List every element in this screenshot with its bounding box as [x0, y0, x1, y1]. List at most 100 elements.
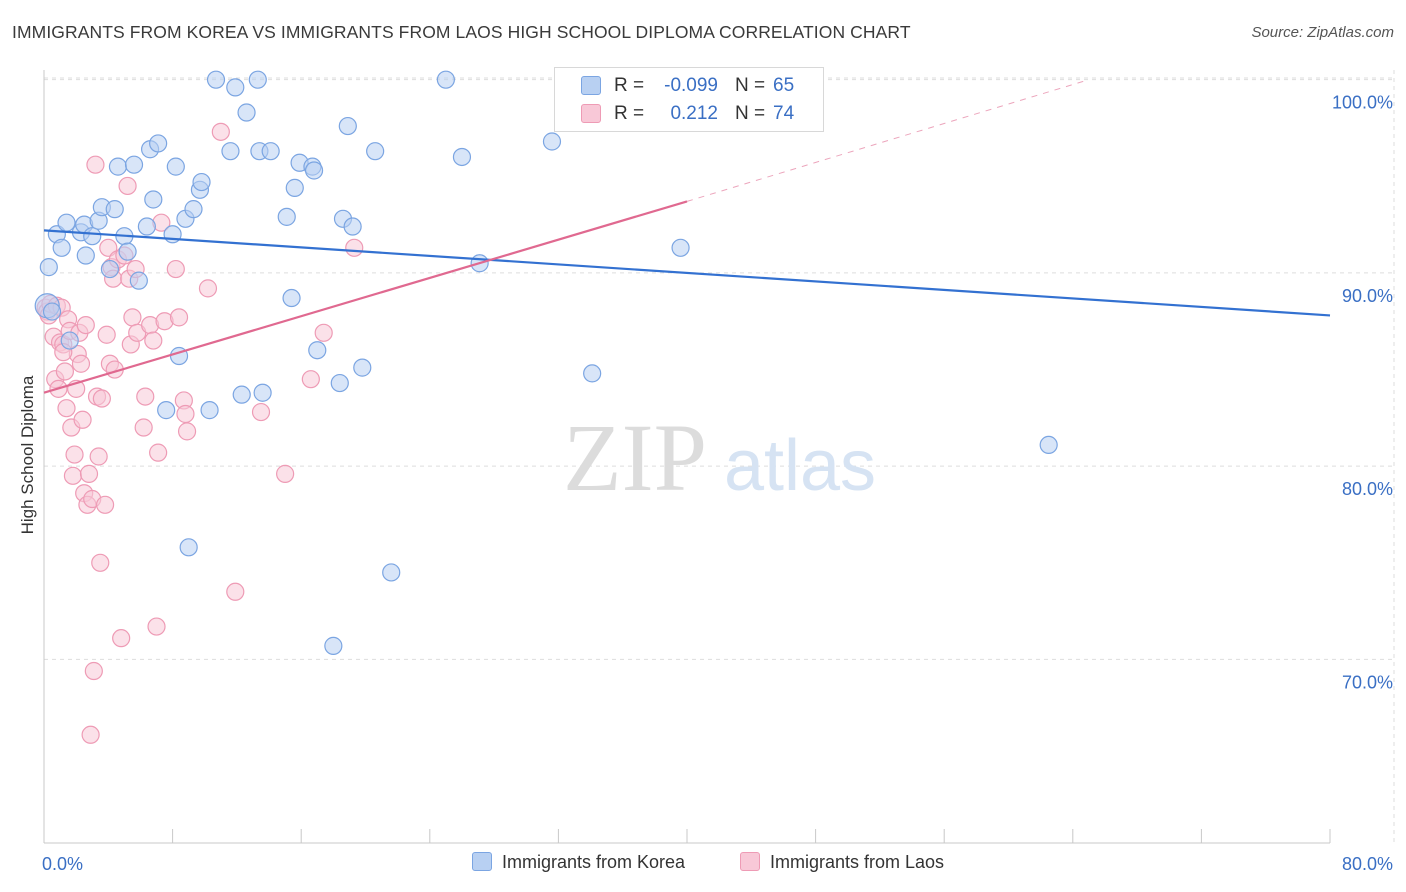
- data-point: [129, 271, 148, 290]
- data-point: [382, 563, 401, 582]
- data-point: [79, 464, 99, 483]
- y-tick-label: 100.0%: [1332, 93, 1393, 113]
- trend-line-korea: [43, 229, 1331, 317]
- data-point: [211, 122, 230, 141]
- y-tick-label: 70.0%: [1342, 672, 1393, 692]
- data-point: [237, 103, 256, 122]
- y-tick-label: 80.0%: [1342, 479, 1393, 499]
- grid-layer: [44, 70, 1395, 843]
- korea-swatch: [581, 76, 601, 95]
- tick-label-layer: 70.0% 80.0% 90.0% 100.0% 0.0% 80.0%: [42, 93, 1393, 874]
- data-point: [95, 495, 115, 514]
- legend-item-korea[interactable]: Immigrants from Korea: [472, 852, 685, 873]
- data-point: [81, 725, 100, 744]
- data-point: [65, 445, 84, 464]
- data-point: [206, 70, 226, 89]
- data-point: [276, 464, 295, 483]
- trend-extension-laos: [686, 79, 1090, 202]
- data-point: [42, 302, 62, 321]
- data-point: [324, 636, 343, 655]
- legend: Immigrants from Korea Immigrants from La…: [0, 852, 1406, 878]
- laos-n-value: 74: [773, 103, 795, 124]
- data-point: [251, 402, 271, 422]
- data-point: [343, 217, 362, 236]
- chart-source: Source: ZipAtlas.com: [1251, 24, 1394, 41]
- watermark: ZIP atlas: [563, 404, 876, 511]
- x-tick-label-max: 80.0%: [1342, 854, 1393, 874]
- trend-line-laos: [43, 200, 688, 394]
- legend-label-korea: Immigrants from Korea: [502, 852, 686, 872]
- korea-r-label: R =: [614, 75, 645, 96]
- data-point: [52, 238, 71, 257]
- laos-r-value: 0.212: [670, 103, 718, 124]
- data-point: [166, 259, 185, 279]
- legend-item-laos[interactable]: Immigrants from Laos: [740, 852, 944, 873]
- trend-layer: [43, 79, 1331, 394]
- stats-row-laos: R = 0.212 N = 74: [555, 100, 823, 128]
- data-point: [60, 331, 79, 350]
- data-point: [136, 387, 155, 406]
- data-point: [248, 70, 267, 89]
- data-point: [84, 661, 103, 681]
- data-point: [105, 200, 124, 219]
- data-point: [285, 178, 304, 197]
- legend-swatch-korea: [472, 852, 492, 871]
- data-point: [83, 227, 102, 246]
- data-point: [353, 358, 372, 377]
- data-point: [226, 582, 245, 601]
- data-point: [137, 217, 156, 236]
- korea-n-label: N =: [735, 75, 766, 96]
- laos-swatch: [581, 104, 601, 123]
- data-point: [144, 190, 163, 209]
- data-point: [282, 288, 301, 308]
- watermark-zip: ZIP: [563, 404, 707, 511]
- data-point: [277, 207, 296, 226]
- data-point: [304, 161, 324, 180]
- data-point: [39, 258, 58, 277]
- data-point: [345, 238, 364, 257]
- data-point: [149, 134, 168, 153]
- korea-n-value: 65: [773, 75, 795, 96]
- data-point: [192, 172, 211, 192]
- data-point: [179, 538, 198, 557]
- x-tick-label-min: 0.0%: [42, 854, 83, 874]
- stats-box: R = -0.099 N = 65 R = 0.212 N = 74: [554, 67, 824, 132]
- chart-title: IMMIGRANTS FROM KOREA VS IMMIGRANTS FROM…: [12, 22, 911, 42]
- data-point: [177, 422, 197, 441]
- data-point: [76, 246, 95, 265]
- data-point: [184, 200, 203, 219]
- data-point: [149, 443, 168, 462]
- data-point: [261, 142, 280, 161]
- data-point: [134, 418, 153, 437]
- stats-row-korea: R = -0.099 N = 65: [555, 72, 823, 100]
- data-point: [108, 157, 128, 176]
- data-point: [157, 401, 176, 420]
- data-point: [166, 157, 185, 176]
- axis-layer: [43, 70, 1331, 844]
- data-point: [452, 147, 472, 167]
- data-point: [147, 617, 166, 636]
- laos-n-label: N =: [735, 103, 766, 124]
- data-point: [221, 142, 240, 161]
- data-point: [57, 213, 76, 232]
- data-point: [308, 341, 327, 360]
- legend-swatch-laos: [740, 852, 760, 871]
- data-point: [100, 259, 120, 279]
- data-point: [144, 331, 163, 350]
- data-point: [176, 404, 195, 424]
- korea-r-value: -0.099: [664, 75, 718, 96]
- data-point: [99, 238, 118, 257]
- data-point: [89, 447, 108, 466]
- data-point: [301, 370, 320, 389]
- data-point: [200, 401, 219, 420]
- data-point: [253, 383, 272, 402]
- data-point: [169, 308, 189, 327]
- data-point: [330, 373, 349, 393]
- data-point: [123, 308, 142, 327]
- data-point: [226, 78, 245, 97]
- data-point: [232, 385, 251, 404]
- data-point: [198, 279, 218, 298]
- data-point: [338, 116, 357, 136]
- data-point: [76, 315, 95, 335]
